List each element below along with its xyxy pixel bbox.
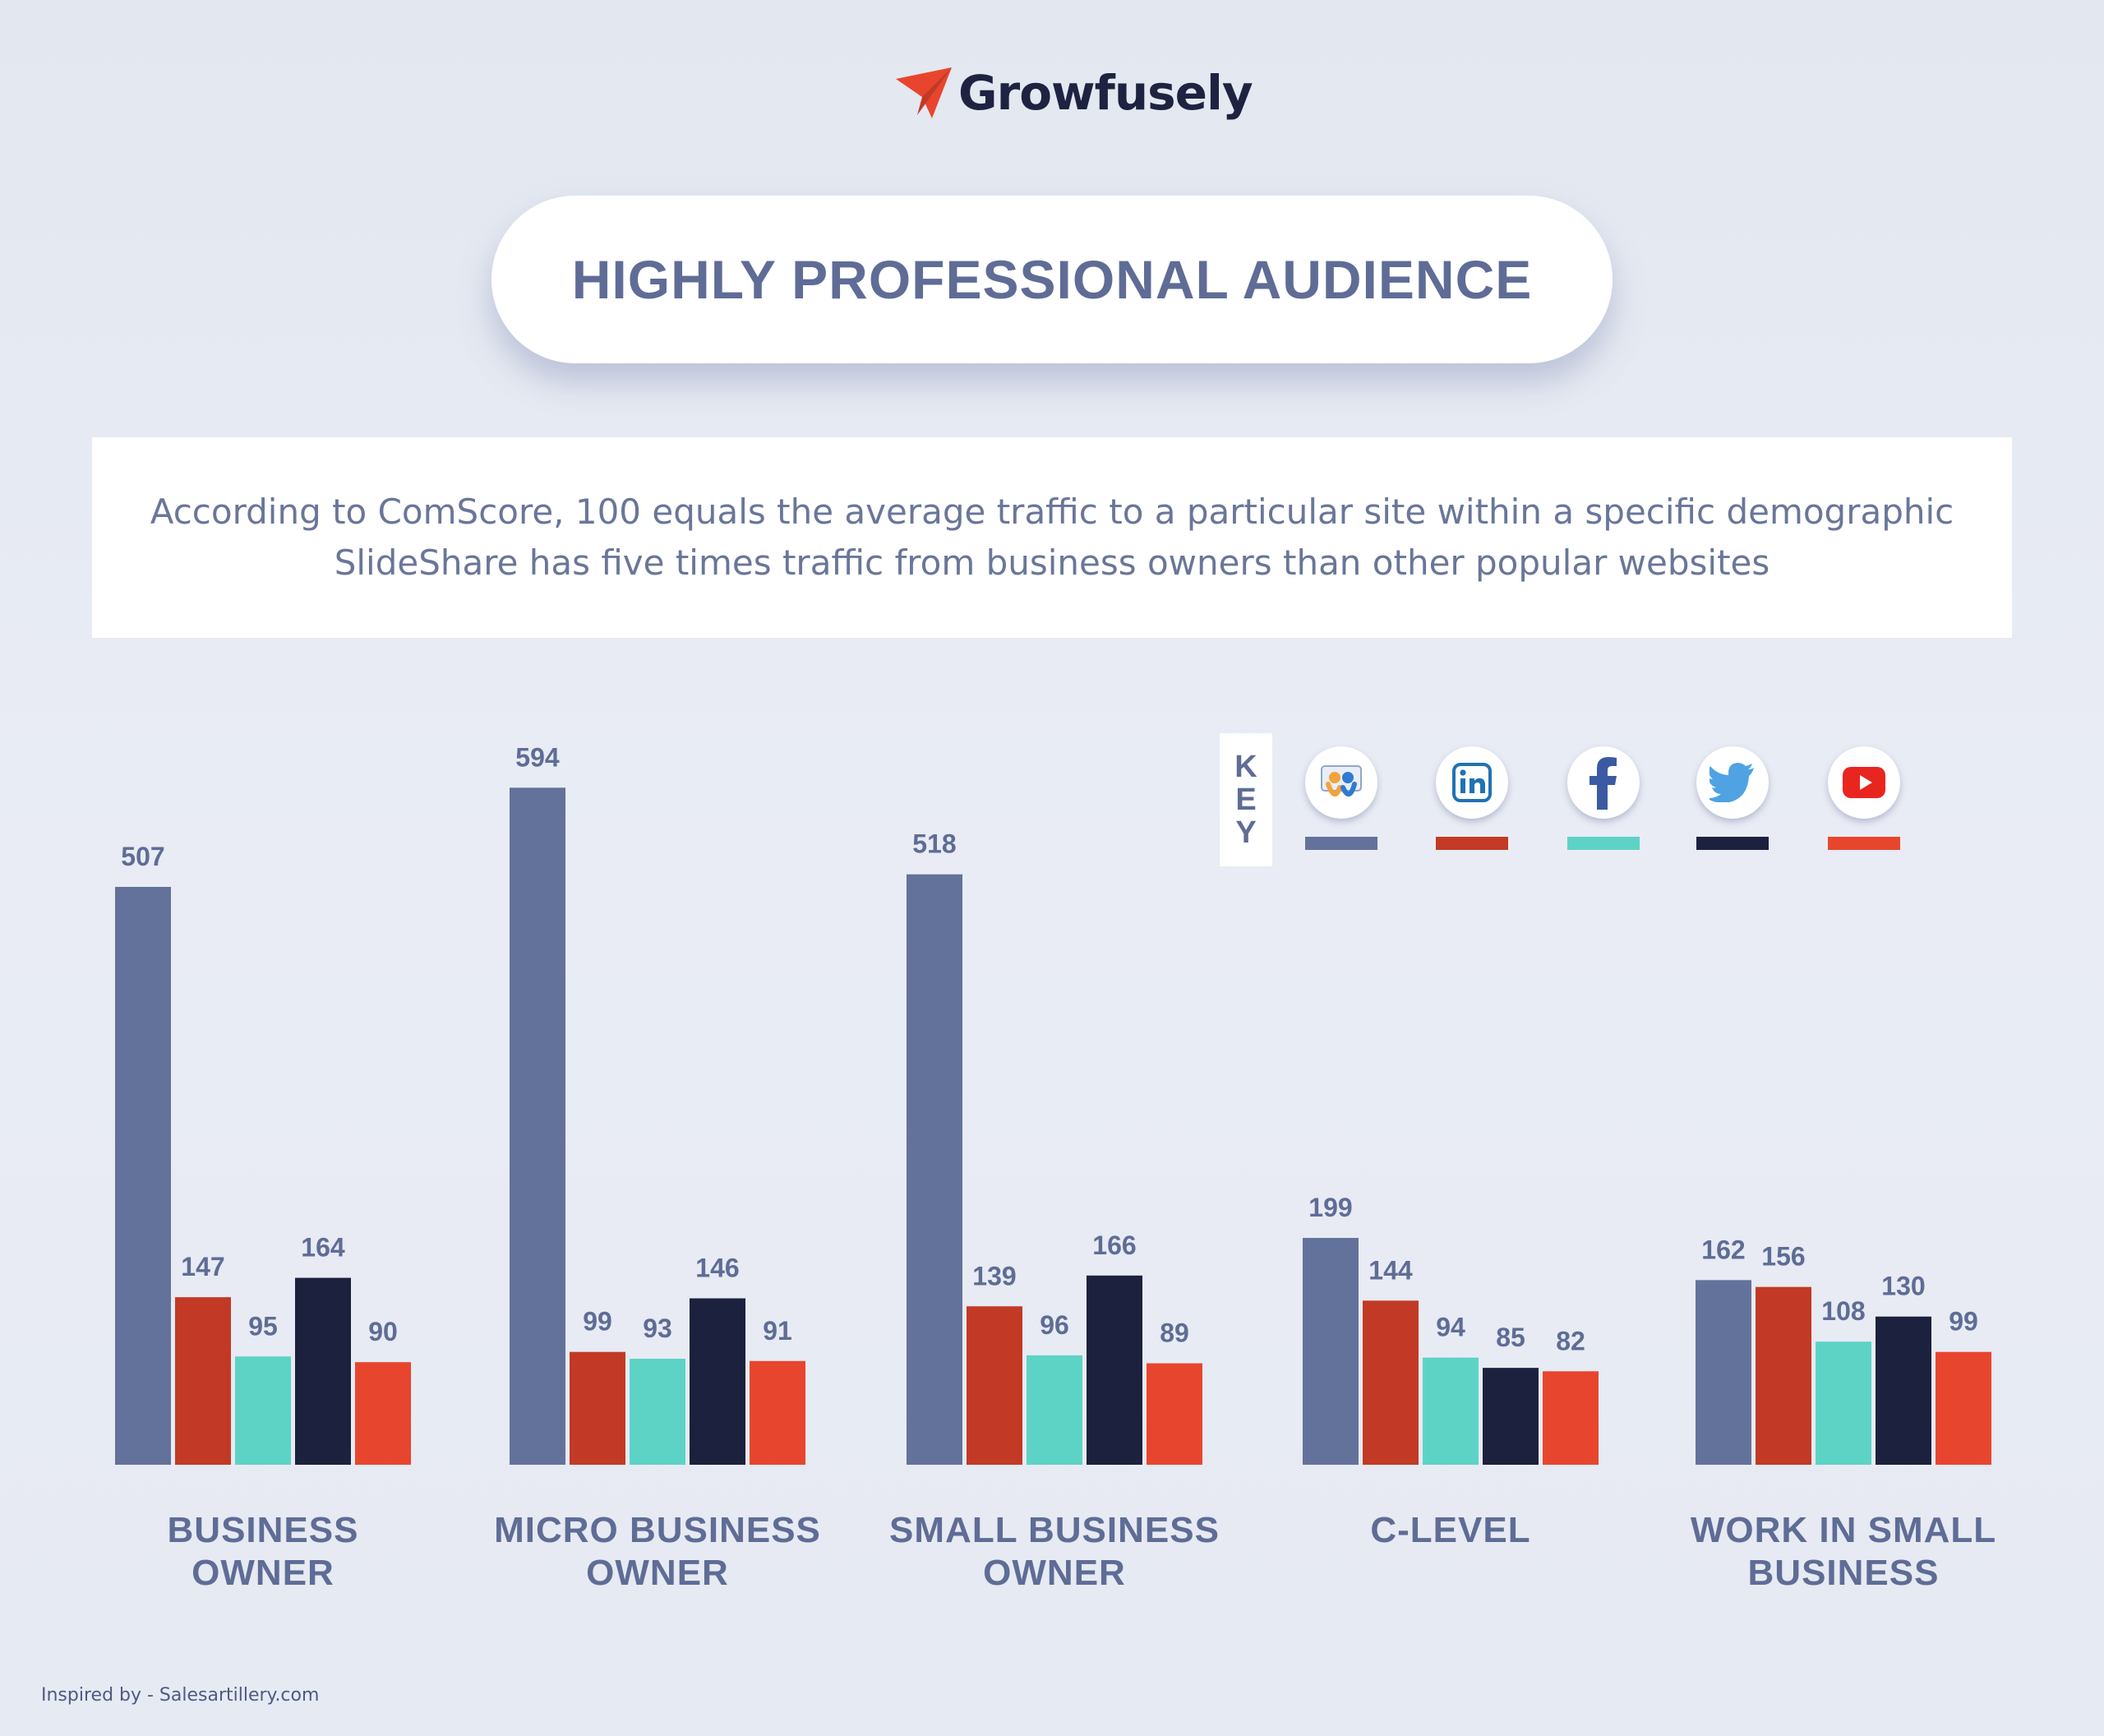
key-swatch [1828,837,1900,850]
bar-slideshare [1696,1280,1751,1465]
twitter-icon [1696,746,1769,819]
description-box: According to ComScore, 100 equals the av… [92,437,2012,638]
bar-youtube [1936,1351,1991,1465]
value-label: 108 [1821,1296,1865,1326]
key-swatch [1436,837,1508,850]
value-label: 94 [1436,1313,1465,1342]
value-label: 95 [248,1311,278,1341]
youtube-icon [1828,746,1900,819]
page-title: HIGHLY PROFESSIONAL AUDIENCE [571,249,1533,310]
value-label: 594 [515,742,560,772]
value-label: 166 [1092,1230,1136,1260]
key-item-youtube [1828,746,1900,850]
value-label: 199 [1308,1193,1352,1222]
category-label: OWNER [983,1553,1126,1593]
brand-name: Growfusely [958,65,1253,121]
bar-youtube [355,1362,411,1465]
linkedin-icon [1436,746,1508,819]
value-label: 507 [121,842,164,871]
category-label: BUSINESS [1748,1553,1940,1593]
key-item-facebook [1567,746,1640,850]
value-label: 90 [368,1317,398,1346]
bar-twitter [690,1298,745,1465]
bar-facebook [630,1359,685,1465]
key-letter: K [1234,750,1257,784]
bar-linkedin [1756,1286,1811,1465]
value-label: 139 [972,1261,1016,1290]
value-label: 518 [912,829,956,859]
bar-linkedin [1363,1300,1419,1465]
value-label: 99 [1949,1307,1978,1337]
bar-linkedin [175,1297,231,1465]
value-label: 82 [1556,1326,1585,1355]
bar-youtube [1543,1371,1599,1465]
bar-twitter [1087,1275,1142,1465]
value-label: 164 [301,1233,345,1263]
key-letter: Y [1235,815,1257,850]
key-item-linkedin [1436,746,1508,850]
description-line-2: SlideShare has five times traffic from b… [334,542,1770,583]
title-banner: HIGHLY PROFESSIONAL AUDIENCE [491,196,1613,363]
key-label: K E Y [1220,733,1272,866]
value-label: 96 [1040,1310,1069,1340]
bar-linkedin [570,1351,625,1465]
value-label: 147 [181,1252,224,1281]
value-label: 146 [695,1254,739,1283]
footer-credit: Inspired by - Salesartillery.com [41,1685,320,1706]
bar-slideshare [907,874,962,1465]
facebook-icon [1567,746,1640,819]
value-label: 162 [1701,1235,1745,1264]
slideshare-icon [1305,746,1377,819]
bar-facebook [1423,1357,1479,1465]
category-label: OWNER [586,1553,729,1593]
value-label: 144 [1368,1255,1413,1285]
key-swatch [1305,837,1377,850]
bar-slideshare [1303,1238,1359,1465]
value-label: 93 [643,1314,672,1343]
category-label: SMALL BUSINESS [889,1510,1220,1550]
value-label: 130 [1881,1272,1925,1301]
description-line-1: According to ComScore, 100 equals the av… [150,492,1954,532]
value-label: 85 [1496,1323,1525,1352]
bar-facebook [235,1356,291,1465]
bar-twitter [295,1277,351,1465]
key-swatch [1567,837,1640,850]
paper-plane-icon [896,67,952,118]
value-label: 91 [763,1316,792,1346]
key-letter: E [1235,783,1257,817]
value-label: 156 [1761,1242,1805,1272]
category-label: BUSINESS [168,1510,359,1550]
bar-facebook [1027,1355,1082,1465]
brand-logo: Growfusely [894,56,1253,130]
category-label: MICRO BUSINESS [494,1510,821,1550]
category-label: WORK IN SMALL [1691,1510,1996,1550]
key-swatch [1696,837,1769,850]
value-label: 99 [583,1307,612,1337]
bar-twitter [1876,1316,1931,1465]
bar-twitter [1483,1368,1539,1465]
bar-youtube [750,1360,805,1465]
bar-youtube [1147,1363,1202,1465]
bar-facebook [1816,1341,1871,1465]
key-item-twitter [1696,746,1769,850]
bar-linkedin [967,1306,1022,1465]
value-label: 89 [1160,1318,1189,1348]
category-label: C-LEVEL [1370,1510,1530,1550]
bar-slideshare [510,787,565,1465]
bar-slideshare [115,886,171,1465]
key-item-slideshare [1305,746,1377,850]
category-label: OWNER [191,1553,335,1593]
